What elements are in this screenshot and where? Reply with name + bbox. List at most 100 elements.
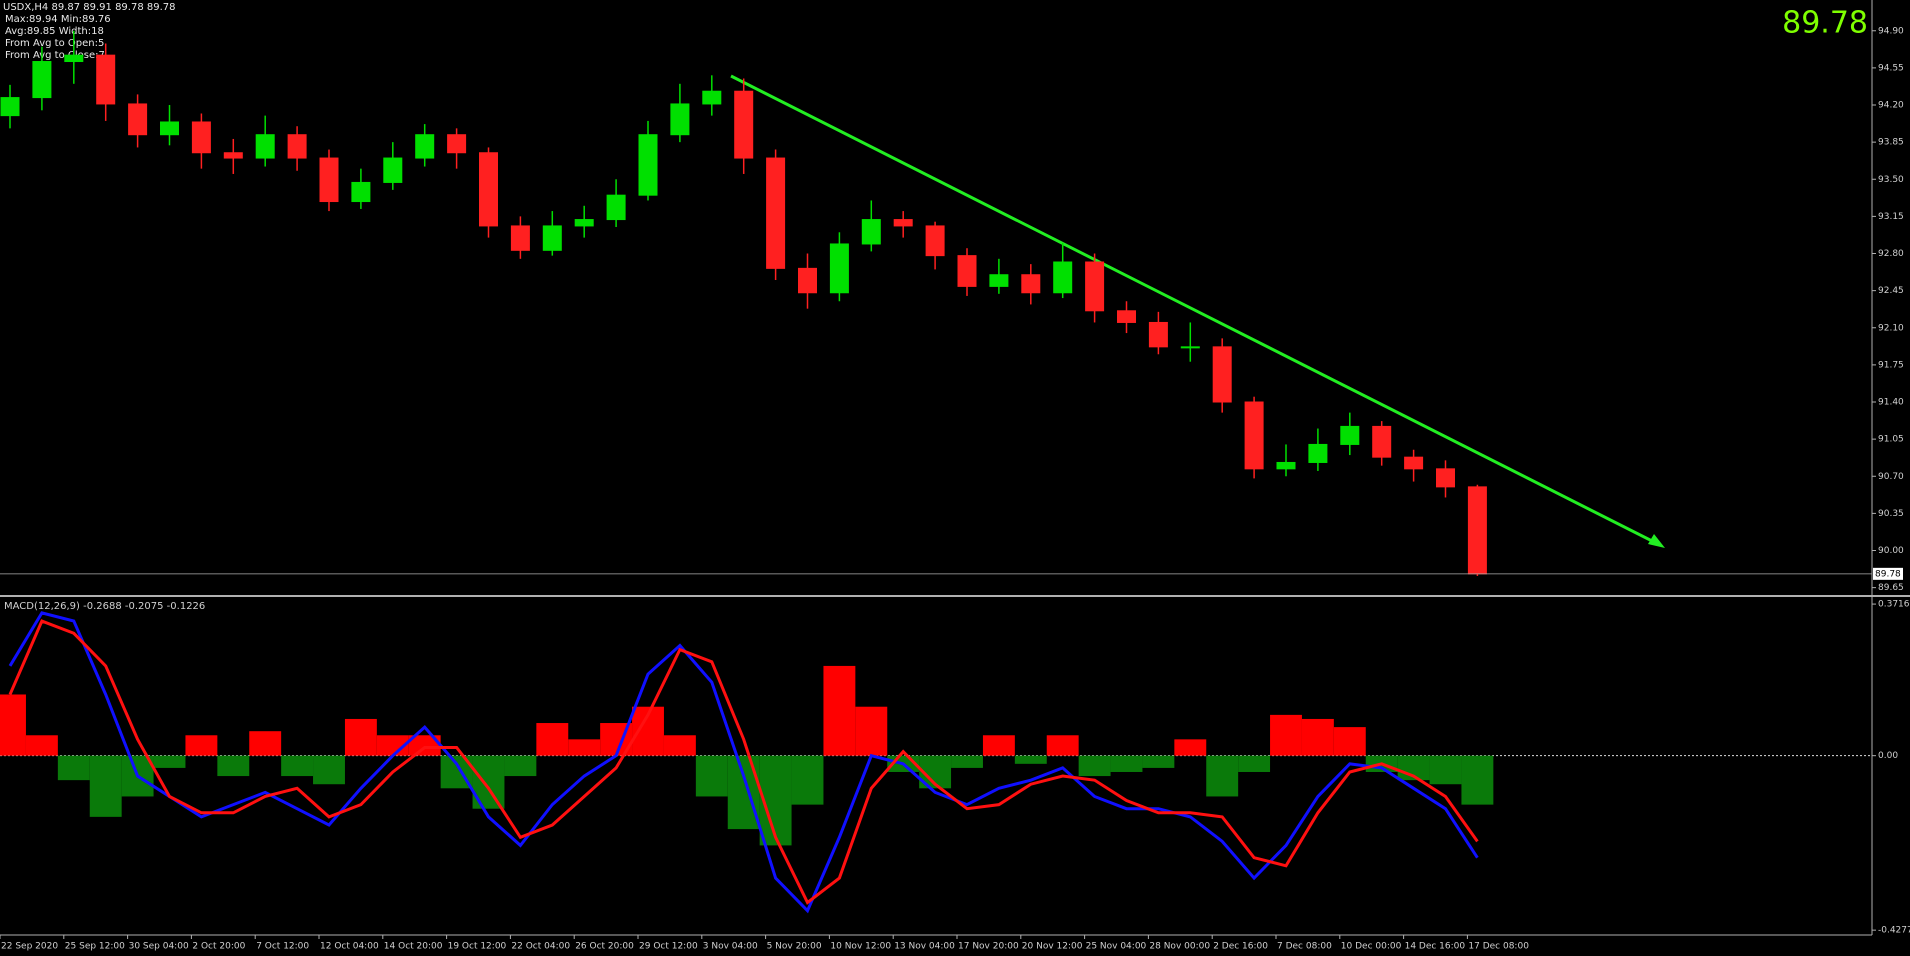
x-tick-label: 13 Nov 04:00: [894, 942, 955, 952]
x-tick-label: 12 Oct 04:00: [320, 942, 379, 952]
histogram-bar: [1142, 755, 1175, 768]
header-line: From Avg to Close:7: [5, 50, 105, 61]
candle-body: [1340, 425, 1360, 445]
candle-body: [1212, 346, 1232, 403]
x-tick-label: 20 Nov 12:00: [1022, 942, 1083, 952]
y-tick-label: 0.3716: [1878, 600, 1910, 610]
candle-body: [415, 134, 435, 159]
x-tick-label: 17 Nov 20:00: [958, 942, 1019, 952]
histogram-bar: [25, 735, 58, 756]
histogram-bar: [1014, 755, 1047, 764]
trendline-segment: [730, 74, 1661, 547]
current-price-label: 89.78: [1875, 569, 1901, 579]
candle-body: [287, 134, 307, 159]
y-tick-label: 92.10: [1878, 323, 1904, 333]
candle-body: [1148, 321, 1168, 348]
candle-body: [734, 90, 754, 159]
x-tick-label: 10 Nov 12:00: [830, 942, 891, 952]
histogram-bar: [727, 755, 760, 830]
candle-body: [319, 157, 339, 203]
x-tick-label: 14 Oct 20:00: [384, 942, 443, 952]
macd-title: MACD(12,26,9) -0.2688 -0.2075 -0.1226: [4, 601, 205, 612]
x-tick-label: 14 Dec 16:00: [1405, 942, 1466, 952]
header-line: Max:89.94 Min:89.76: [5, 14, 111, 25]
histogram-bar: [1206, 755, 1239, 797]
histogram-bar: [89, 755, 122, 817]
candle-body: [255, 134, 275, 159]
candle-body: [1436, 468, 1455, 488]
x-tick-label: 25 Sep 12:00: [65, 942, 125, 952]
histogram-bar: [791, 755, 824, 805]
histogram-bar: [249, 731, 282, 756]
candle-body: [1085, 261, 1105, 312]
candle-body: [670, 103, 690, 136]
candle-body: [1180, 346, 1200, 349]
candle-body: [829, 243, 849, 294]
trendline-arrow: [1648, 534, 1665, 548]
candle-body: [925, 225, 945, 257]
histogram-bar: [951, 755, 983, 768]
candle-body: [1021, 274, 1041, 294]
y-tick-label: 90.00: [1878, 546, 1904, 556]
candle-body: [638, 134, 658, 196]
histogram-bar: [855, 706, 888, 756]
candle-body: [96, 54, 116, 105]
x-tick-label: 19 Oct 12:00: [448, 942, 507, 952]
y-tick-label: 92.80: [1878, 249, 1904, 259]
x-tick-label: 7 Oct 12:00: [256, 942, 309, 952]
candle-body: [798, 267, 817, 294]
candle-body: [1117, 310, 1136, 323]
x-tick-label: 22 Sep 2020: [1, 942, 58, 952]
x-tick-label: 7 Dec 08:00: [1277, 942, 1332, 952]
histogram-bar: [1078, 755, 1111, 777]
candle-body: [1244, 401, 1264, 470]
candle-body: [351, 181, 371, 203]
y-tick-label: 93.85: [1878, 138, 1904, 148]
histogram-bar: [982, 735, 1015, 756]
candle-body: [606, 194, 626, 221]
histogram-bar: [1110, 755, 1143, 772]
candle-body: [160, 121, 179, 136]
candle-body: [1053, 261, 1073, 294]
x-tick-label: 26 Oct 20:00: [575, 942, 634, 952]
y-tick-label: 90.35: [1878, 509, 1904, 519]
candle-body: [1372, 425, 1392, 458]
candle-body: [702, 90, 722, 105]
current-price-big: 89.78: [1782, 6, 1868, 41]
y-tick-label: 90.70: [1878, 472, 1904, 482]
x-tick-label: 3 Nov 04:00: [703, 942, 758, 952]
x-tick-label: 28 Nov 00:00: [1149, 942, 1210, 952]
current-price-box: [1873, 567, 1903, 580]
histogram-bar: [281, 755, 314, 777]
y-tick-label: 93.15: [1878, 212, 1904, 222]
histogram-bar: [1238, 755, 1271, 772]
histogram-bar: [663, 735, 696, 756]
candle-body: [861, 219, 881, 245]
histogram-bar: [57, 755, 90, 781]
y-tick-label: 92.45: [1878, 286, 1904, 296]
header-line: From Avg to Open:5: [5, 38, 104, 49]
candle-body: [1276, 461, 1296, 470]
candle-body: [1467, 486, 1487, 575]
x-tick-label: 5 Nov 20:00: [767, 942, 822, 952]
histogram-bar: [1270, 714, 1302, 756]
x-tick-label: 2 Oct 20:00: [192, 942, 245, 952]
histogram-bar: [1046, 735, 1079, 756]
candle-body: [128, 103, 148, 136]
y-tick-label: 91.40: [1878, 398, 1904, 408]
candle-body: [447, 134, 467, 154]
candle-body: [1404, 456, 1424, 470]
histogram-bar: [408, 735, 441, 756]
histogram-bar: [0, 694, 26, 756]
candle-body: [223, 152, 243, 159]
histogram-bar: [568, 739, 601, 756]
y-tick-label: 0.00: [1878, 751, 1898, 761]
histogram-bar: [1461, 755, 1494, 805]
candle-body: [766, 157, 786, 269]
histogram-bar: [313, 755, 345, 785]
candle-body: [0, 97, 20, 117]
histogram-bar: [153, 755, 186, 768]
y-tick-label: 94.55: [1878, 63, 1904, 73]
